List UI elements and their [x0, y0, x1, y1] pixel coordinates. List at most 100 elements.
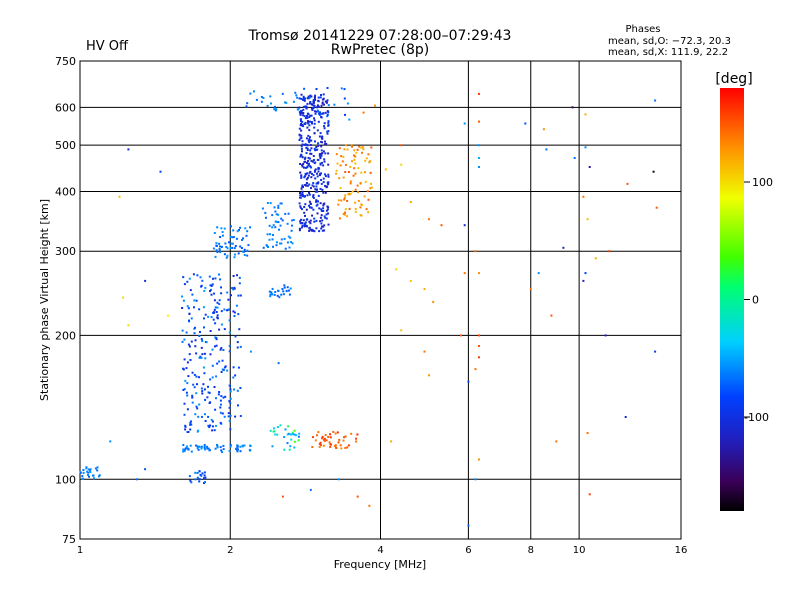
data-point — [655, 206, 658, 209]
data-point — [216, 226, 219, 229]
data-point — [364, 171, 366, 174]
data-point — [323, 127, 326, 130]
data-point — [310, 107, 313, 110]
data-point — [239, 245, 242, 248]
data-point — [324, 191, 327, 194]
data-point — [305, 178, 308, 181]
y-axis-label: Stationary phase Virtual Height [km] — [38, 199, 51, 401]
data-point — [316, 129, 319, 132]
data-point — [188, 345, 191, 348]
data-point — [234, 335, 237, 338]
data-point — [370, 182, 372, 185]
data-point — [313, 230, 316, 233]
data-point — [322, 177, 325, 180]
data-point — [467, 524, 470, 527]
data-point — [220, 323, 223, 326]
data-point — [302, 97, 305, 100]
data-point — [194, 345, 197, 348]
data-point — [304, 143, 307, 146]
data-point — [206, 445, 208, 448]
data-point — [200, 387, 203, 390]
y-tick-label: 400 — [55, 185, 76, 198]
data-point — [200, 338, 203, 340]
colorbar-ticks: 100 0 -100 — [744, 176, 773, 424]
data-point — [356, 433, 359, 436]
data-point — [315, 204, 318, 207]
data-point — [288, 448, 291, 451]
data-point — [291, 431, 294, 434]
data-point — [309, 101, 312, 103]
data-point — [82, 471, 85, 474]
data-point — [278, 228, 280, 231]
data-point — [352, 174, 355, 177]
data-point — [249, 92, 252, 95]
data-point — [364, 180, 367, 183]
data-point — [226, 291, 229, 294]
data-point — [268, 290, 271, 293]
data-point — [255, 98, 258, 101]
data-point — [182, 450, 185, 453]
data-point — [188, 277, 191, 280]
data-point — [199, 355, 202, 358]
data-point — [246, 254, 249, 257]
data-point — [334, 432, 337, 435]
x-axis-label: Frequency [MHz] — [334, 558, 426, 571]
data-point — [241, 239, 243, 241]
data-point — [195, 405, 198, 408]
data-point — [276, 426, 279, 428]
data-point — [210, 288, 212, 291]
data-point — [349, 165, 352, 168]
data-point — [304, 221, 307, 224]
data-point — [346, 102, 349, 105]
data-point — [297, 439, 300, 442]
data-point — [342, 176, 345, 179]
data-point — [326, 130, 329, 133]
data-point — [303, 98, 306, 101]
data-point — [338, 177, 341, 180]
data-point — [219, 251, 222, 254]
data-point — [337, 199, 340, 202]
data-point — [276, 433, 279, 436]
data-point — [308, 138, 311, 141]
data-point — [306, 165, 309, 168]
data-point — [298, 133, 301, 136]
data-point — [310, 121, 313, 123]
data-point — [226, 247, 229, 250]
data-point — [236, 230, 239, 233]
data-point — [323, 224, 326, 227]
data-point — [271, 214, 274, 217]
data-point — [349, 192, 352, 195]
data-point — [318, 443, 321, 446]
data-point — [298, 106, 301, 109]
data-point — [542, 128, 545, 131]
data-point — [351, 145, 353, 148]
data-point — [208, 391, 211, 394]
data-point — [184, 428, 187, 431]
data-point — [524, 122, 527, 125]
data-point — [283, 448, 286, 451]
data-point — [319, 441, 322, 444]
data-point — [203, 289, 206, 292]
data-point — [194, 471, 197, 474]
data-point — [320, 172, 322, 175]
data-point — [395, 268, 398, 271]
data-point — [82, 469, 85, 471]
data-point — [191, 293, 194, 296]
data-point — [234, 245, 237, 247]
data-point — [307, 139, 310, 142]
data-point — [342, 439, 345, 442]
data-point — [196, 447, 199, 450]
data-point — [228, 331, 231, 334]
data-point — [219, 421, 222, 424]
data-point — [374, 104, 376, 107]
data-point — [239, 387, 242, 389]
data-point — [209, 401, 212, 404]
data-point — [207, 391, 210, 394]
data-point — [215, 397, 217, 400]
data-point — [296, 96, 299, 99]
data-point — [323, 439, 326, 442]
data-point — [183, 450, 186, 453]
data-point — [367, 198, 370, 201]
data-point — [219, 446, 222, 449]
data-point — [216, 362, 219, 365]
